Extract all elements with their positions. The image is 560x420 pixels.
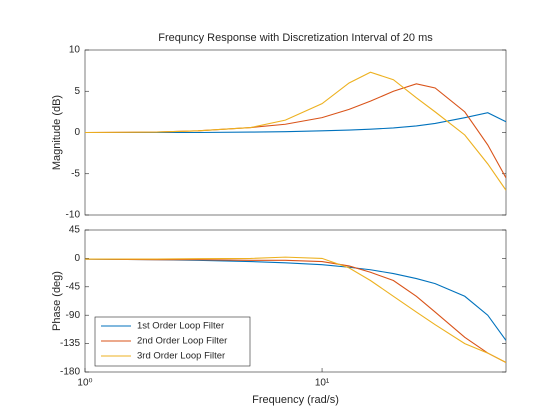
- y-tick-label: 0: [74, 253, 80, 264]
- legend-label: 1st Order Loop Filter: [137, 321, 224, 332]
- y-tick-label: -45: [66, 281, 81, 292]
- y-tick-label: 10: [69, 45, 81, 56]
- y-axis-label: Phase (deg): [51, 271, 63, 331]
- series-line: [85, 71, 506, 191]
- x-tick-label: 10⁰: [77, 378, 92, 389]
- series-line: [85, 256, 506, 364]
- y-tick-label: -180: [60, 367, 80, 378]
- y-tick-label: 0: [74, 127, 80, 138]
- series-line: [85, 258, 506, 364]
- series-line: [85, 258, 506, 341]
- y-tick-label: -135: [60, 338, 80, 349]
- series-line: [85, 112, 506, 134]
- y-tick-label: -90: [66, 310, 81, 321]
- chart-title: Frequncy Response with Discretization In…: [158, 32, 433, 44]
- x-axis-label: Frequency (rad/s): [252, 394, 339, 406]
- x-tick-label: 10¹: [315, 378, 330, 389]
- y-axis-label: Magnitude (dB): [51, 95, 63, 170]
- y-tick-label: 5: [74, 86, 80, 97]
- y-tick-label: 45: [69, 225, 81, 236]
- legend-label: 2nd Order Loop Filter: [137, 336, 227, 347]
- y-tick-label: -10: [66, 210, 81, 221]
- legend-label: 3rd Order Loop Filter: [137, 351, 225, 362]
- y-tick-label: -5: [71, 168, 80, 179]
